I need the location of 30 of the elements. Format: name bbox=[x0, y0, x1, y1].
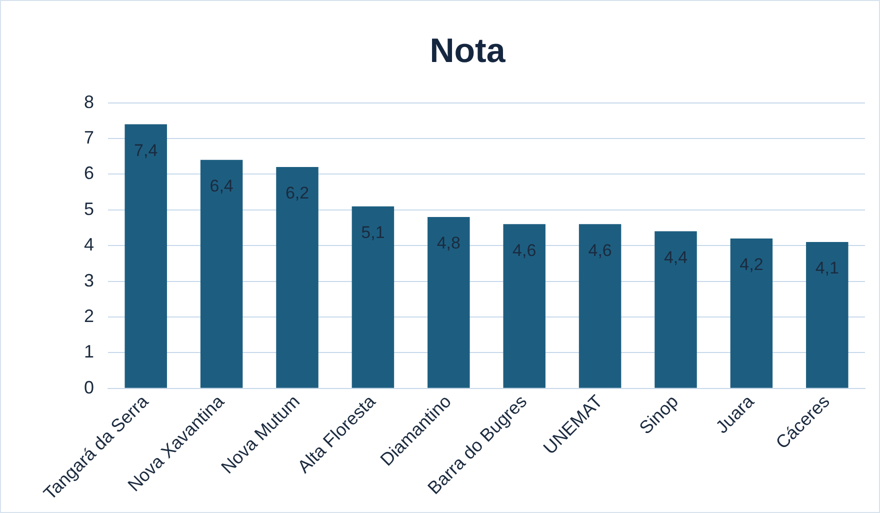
bar bbox=[503, 224, 546, 388]
data-label: 4,2 bbox=[740, 255, 764, 274]
data-label: 4,8 bbox=[436, 234, 460, 253]
y-tick-label: 4 bbox=[84, 234, 94, 255]
bar bbox=[124, 124, 167, 388]
bar bbox=[352, 206, 394, 388]
y-tick-label: 8 bbox=[84, 92, 94, 112]
y-tick-label: 7 bbox=[84, 127, 94, 148]
y-tick-label: 2 bbox=[84, 306, 94, 326]
y-tick-label: 1 bbox=[84, 342, 94, 362]
y-tick-label: 6 bbox=[84, 163, 94, 184]
data-label: 4,6 bbox=[588, 240, 612, 260]
data-label: 4,6 bbox=[512, 240, 536, 260]
bar bbox=[806, 242, 848, 388]
bar bbox=[730, 238, 773, 388]
data-label: 7,4 bbox=[134, 140, 158, 160]
data-label: 4,4 bbox=[664, 248, 688, 267]
data-label: 4,1 bbox=[815, 258, 839, 278]
data-label: 6,2 bbox=[285, 184, 310, 203]
y-tick-label: 5 bbox=[84, 198, 94, 219]
bar bbox=[200, 160, 243, 388]
bar bbox=[578, 224, 622, 388]
y-tick-label: 0 bbox=[84, 377, 94, 398]
bar bbox=[428, 217, 470, 388]
chart-title: Nota bbox=[430, 32, 506, 70]
data-label: 5,1 bbox=[361, 223, 385, 242]
y-tick-label: 3 bbox=[84, 270, 94, 290]
bar bbox=[654, 231, 697, 388]
data-label: 6,4 bbox=[210, 176, 234, 196]
bar bbox=[276, 167, 318, 388]
